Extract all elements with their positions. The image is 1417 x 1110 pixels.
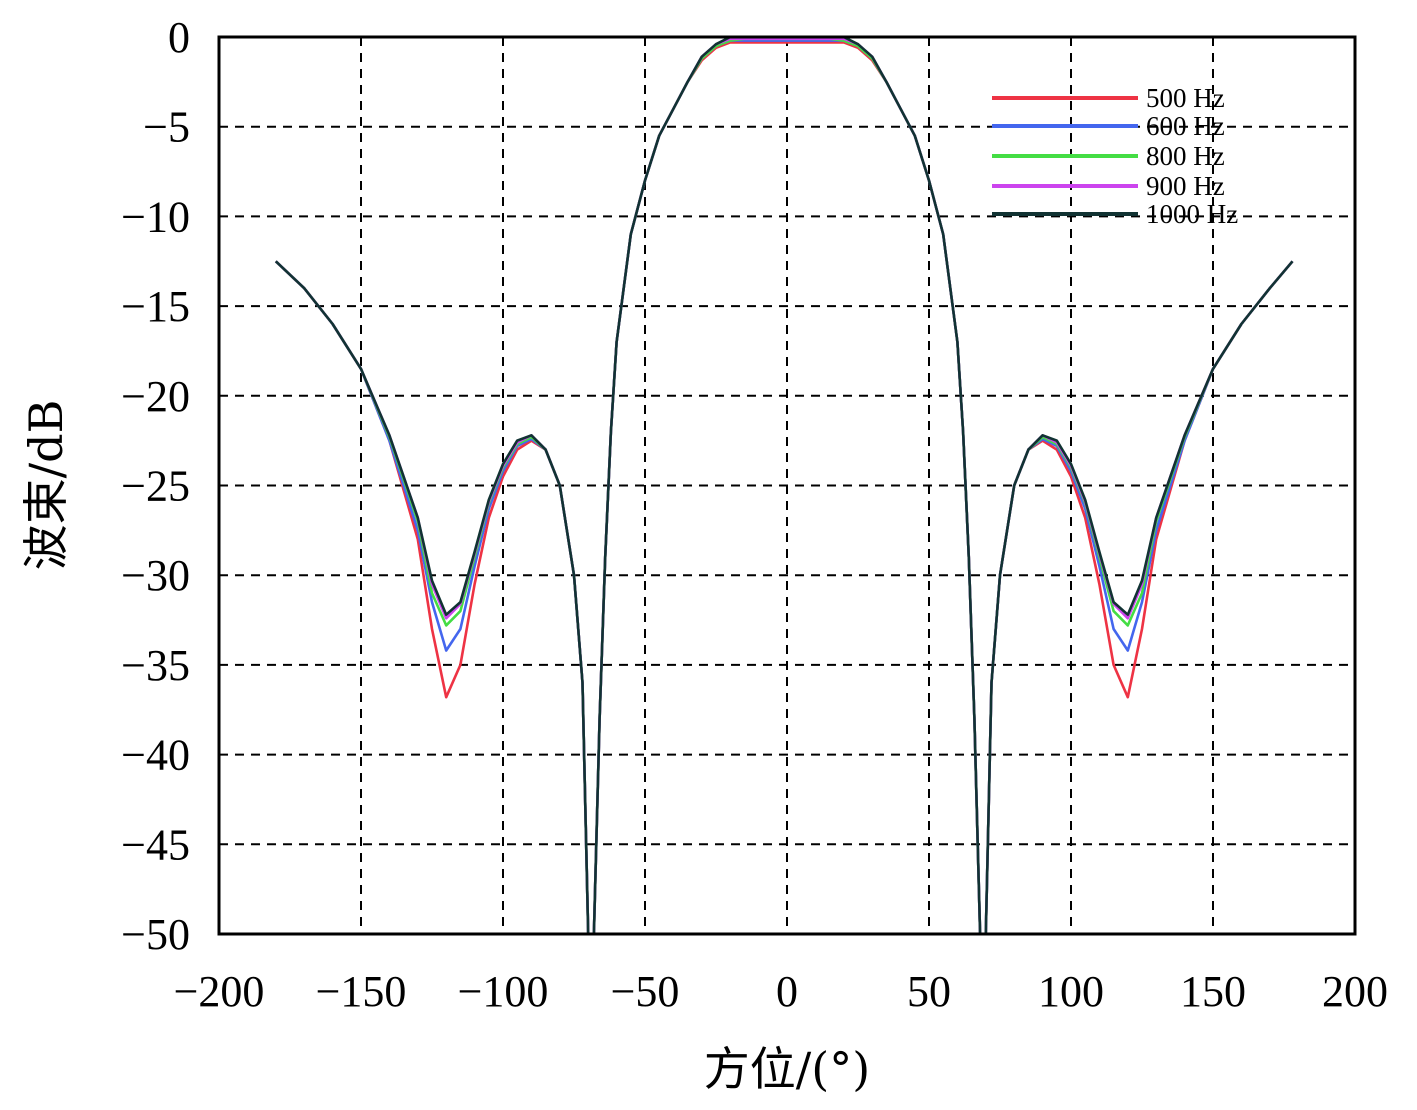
y-tick-label: −10	[121, 192, 190, 241]
x-tick-label: −200	[174, 967, 265, 1016]
x-tick-label: 150	[1180, 967, 1246, 1016]
x-tick-label: −50	[611, 967, 680, 1016]
y-tick-label: −40	[121, 731, 190, 780]
x-tick-label: −150	[316, 967, 407, 1016]
y-tick-label: −45	[121, 820, 190, 869]
x-tick-label: −100	[458, 967, 549, 1016]
legend-label: 1000 Hz	[1146, 199, 1238, 229]
legend-label: 900 Hz	[1146, 171, 1225, 201]
series-lines	[274, 35, 1294, 936]
x-tick-label: 0	[776, 967, 798, 1016]
x-tick-labels: −200 −150 −100 −50 0 50 100 150 200	[174, 967, 1388, 1016]
plot-frame	[217, 35, 1357, 936]
series-line-500hz	[274, 41, 1294, 936]
grid-lines	[219, 37, 1355, 934]
x-tick-label: 50	[907, 967, 951, 1016]
x-tick-label: 100	[1038, 967, 1104, 1016]
y-axis-title: 波束/dB	[19, 400, 73, 571]
y-tick-label: −50	[121, 910, 190, 959]
legend-label: 600 Hz	[1146, 111, 1225, 141]
legend-label: 800 Hz	[1146, 141, 1225, 171]
y-tick-label: −5	[143, 103, 190, 152]
x-tick-label: 200	[1322, 967, 1388, 1016]
legend-label: 500 Hz	[1146, 83, 1225, 113]
y-tick-label: −25	[121, 462, 190, 511]
y-tick-label: −15	[121, 282, 190, 331]
series-line-600hz	[274, 39, 1294, 936]
y-tick-labels: 0 −5 −10 −15 −20 −25 −30 −35 −40 −45 −50	[121, 13, 190, 959]
y-tick-label: −30	[121, 551, 190, 600]
y-tick-label: −35	[121, 641, 190, 690]
y-tick-label: −20	[121, 372, 190, 421]
y-tick-label: 0	[168, 13, 190, 62]
x-axis-title: 方位/(°)	[704, 1042, 870, 1096]
